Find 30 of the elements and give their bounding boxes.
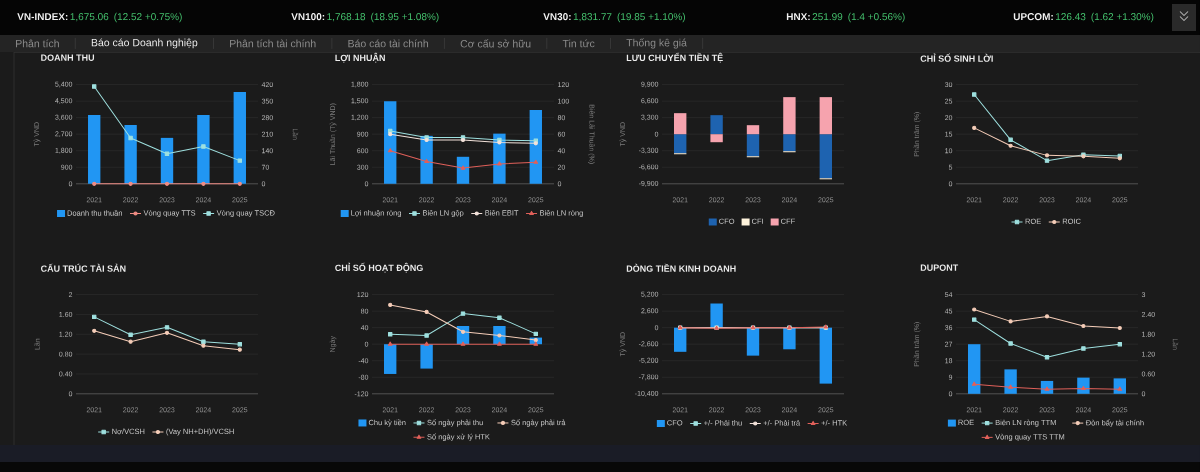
chart-title: CẤU TRÚC TÀI SẢN [40,263,126,272]
text: (1.62 +1.30%) [1091,12,1154,23]
chart-title: DÒNG TIỀN KINH DOANH [626,263,736,272]
text: (19.85 +1.10%) [617,12,685,23]
text: 126.43 [1056,13,1086,21]
text: Báo cáo Doanh nghiệp [91,38,198,49]
chart-title: DUPONT [920,264,959,271]
text: VN30: [543,13,571,21]
text: VN100: [291,13,325,21]
text: Phân tích [16,39,59,48]
chart-title: DOANH THU [41,54,95,61]
text: Cơ cấu sở hữu [460,39,531,48]
chart-title: CHỈ SỐ SINH LỜI [920,53,993,62]
text: 1,831.77 [573,13,612,22]
text: (12.52 +0.75%) [114,12,182,23]
text: 1,768.18 [327,13,366,22]
chart-title: CHỈ SỐ HOẠT ĐỘNG [335,262,423,273]
text: 1,675.06 [70,13,109,22]
text: (18.95 +1.08%) [371,12,439,23]
text: Phân tích tài chính [230,39,316,48]
text: Tin tức [562,39,595,48]
chart-title: LƯU CHUYỂN TIỀN TỆ [626,52,723,63]
chart-title: LỢI NHUẬN [335,52,385,63]
text: Thống kê giá [626,38,687,49]
text: HNX: [786,13,810,21]
text: VN-INDEX: [17,13,68,21]
text: 251.99 [812,13,843,21]
text: UPCOM: [1013,13,1053,21]
text: (1.4 +0.56%) [848,12,905,23]
text: Báo cáo tài chính [348,39,429,48]
